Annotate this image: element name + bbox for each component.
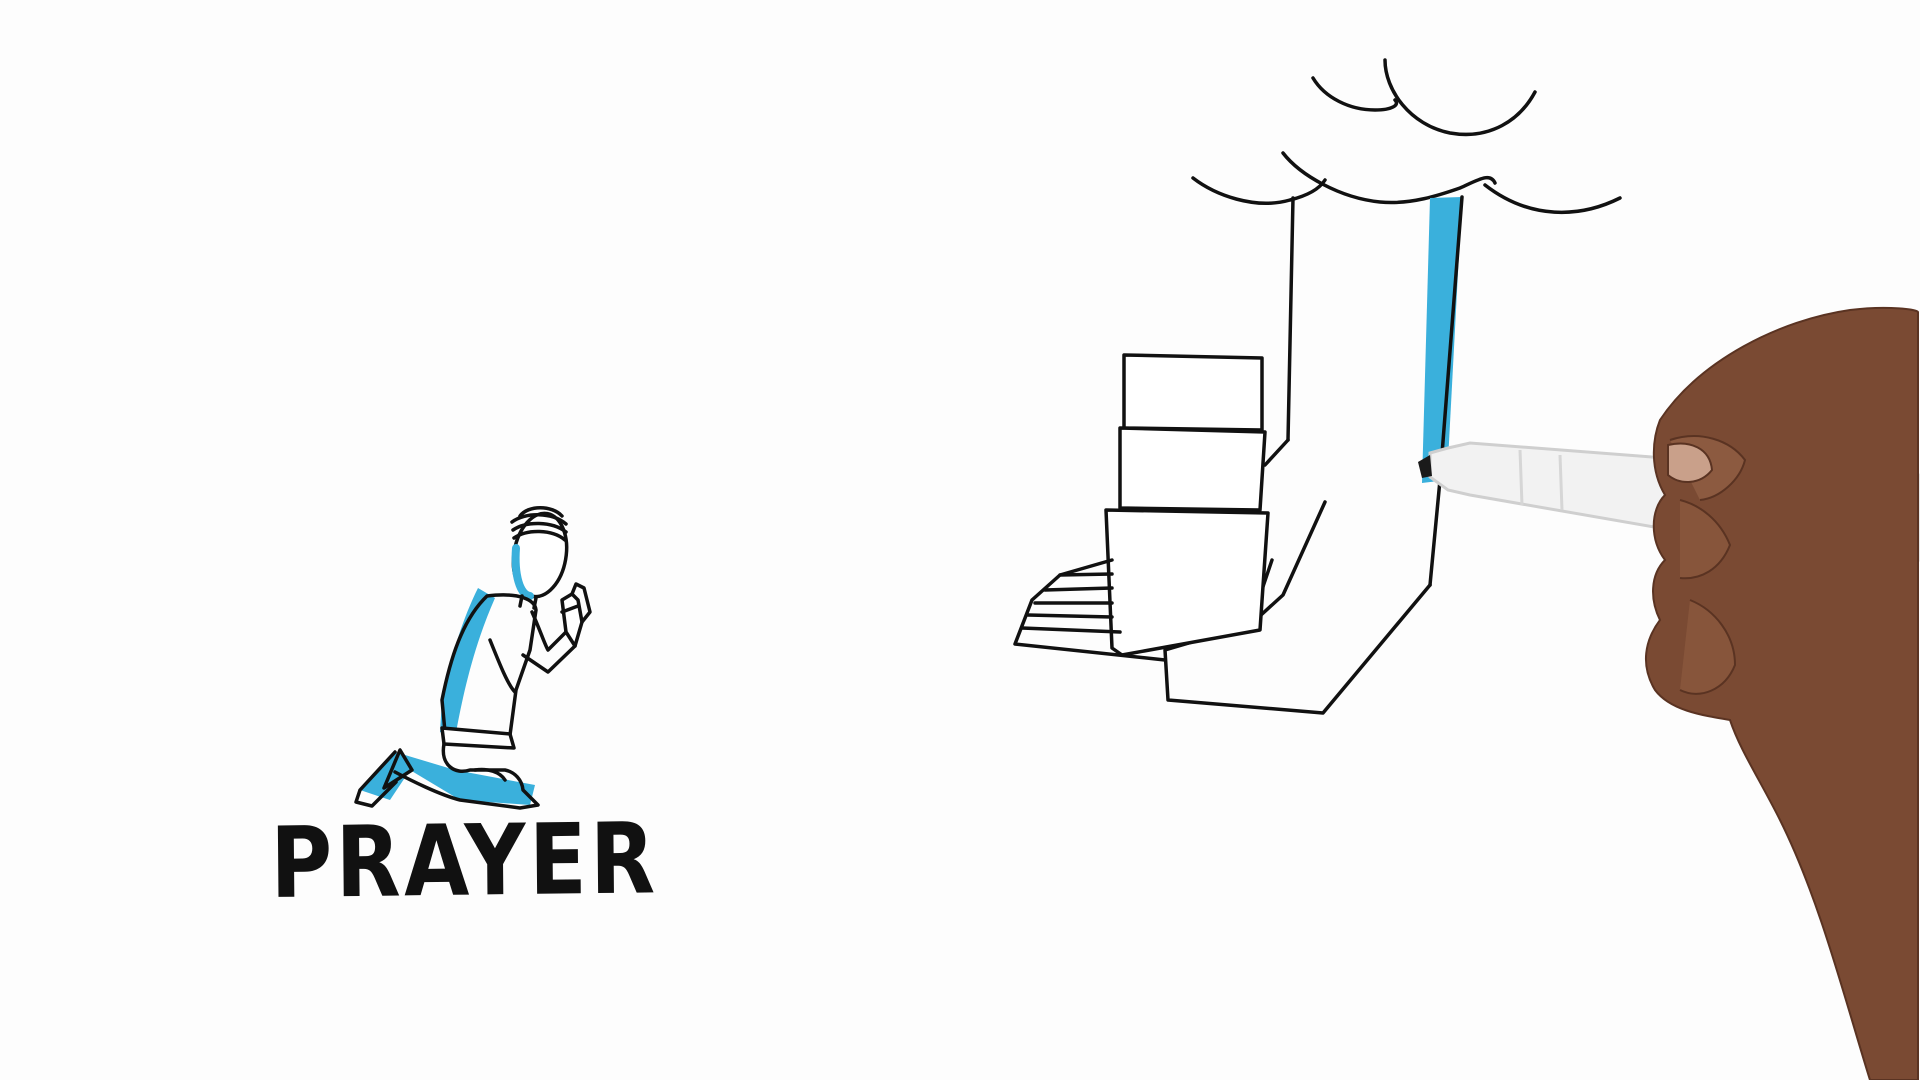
prayer-caption: PRAYER xyxy=(269,802,659,921)
praying-person-illustration xyxy=(354,506,592,810)
hand-with-marker-illustration xyxy=(1418,306,1920,1080)
hand-from-heaven-illustration xyxy=(1013,195,1464,715)
cloud-illustration xyxy=(1191,58,1622,215)
